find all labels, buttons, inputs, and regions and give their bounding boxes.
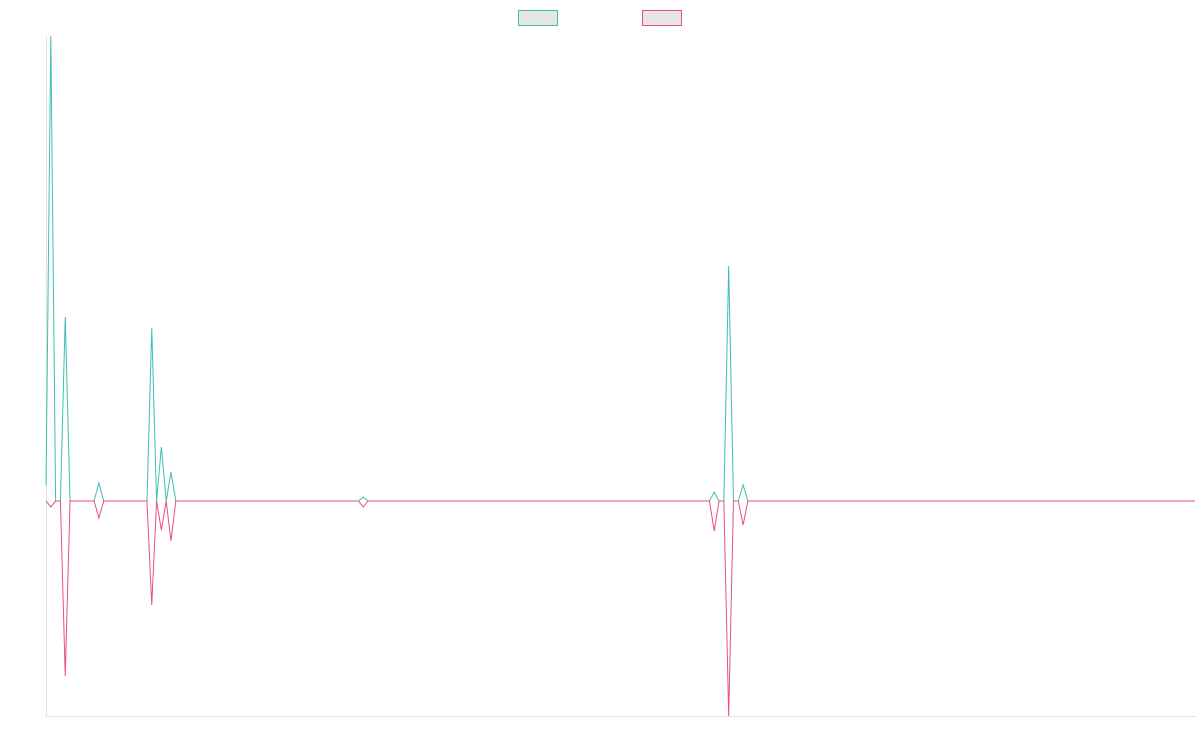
- series-line: [45, 35, 1195, 502]
- series-line: [45, 500, 1195, 717]
- legend-swatch: [642, 10, 682, 26]
- legend-swatch: [518, 10, 558, 26]
